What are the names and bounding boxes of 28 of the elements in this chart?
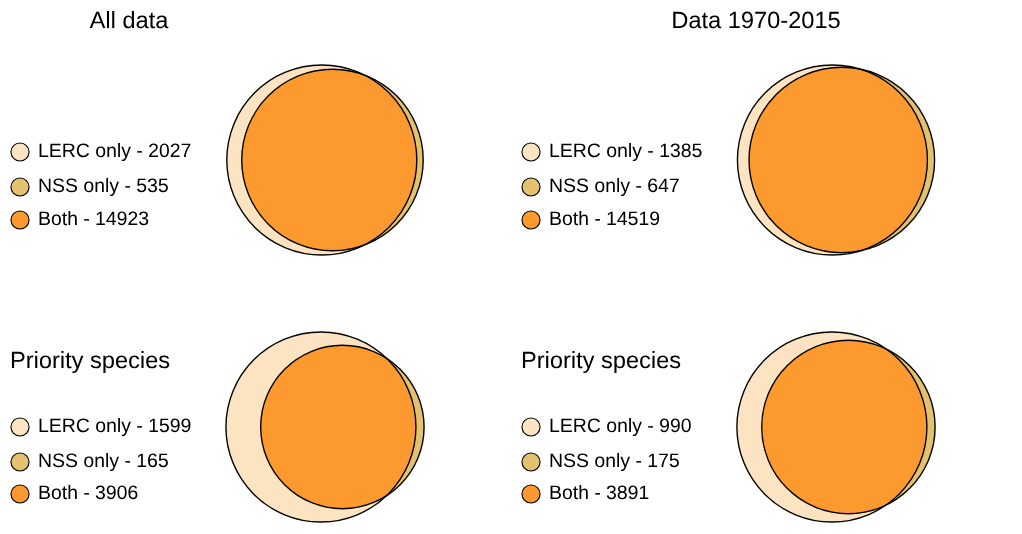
data-label: 175 — [648, 453, 679, 468]
text: Priority species — [522, 351, 681, 373]
category-label: Both - — [550, 210, 601, 226]
data-label: 1385 — [660, 143, 702, 158]
data-label: 1599 — [149, 418, 191, 433]
category-label: Both - — [39, 210, 90, 226]
category-label: LERC only - — [550, 417, 653, 437]
data-label: 14923 — [96, 211, 149, 226]
data-label: 535 — [137, 178, 168, 193]
category-label: NSS only - — [39, 452, 131, 472]
category-label: NSS only - — [39, 177, 131, 197]
category-label: LERC only - — [550, 142, 653, 162]
data-label: 165 — [137, 453, 168, 468]
category-label: Both - — [550, 484, 601, 500]
text: Priority species — [11, 351, 170, 373]
data-label: 990 — [660, 418, 691, 433]
data-label: 3906 — [95, 485, 138, 500]
data-label: 647 — [648, 178, 679, 193]
data-label: 14519 — [607, 211, 660, 226]
data-label: 3891 — [606, 485, 649, 500]
category-label: LERC only - — [39, 142, 142, 162]
category-label: LERC only - — [39, 417, 142, 437]
text: Data 1970-2015 — [673, 11, 840, 29]
category-label: NSS only - — [550, 177, 642, 197]
data-label: 2027 — [149, 143, 191, 158]
category-label: Both - — [39, 484, 90, 500]
category-label: NSS only - — [550, 452, 642, 472]
text: All data — [89, 11, 169, 29]
